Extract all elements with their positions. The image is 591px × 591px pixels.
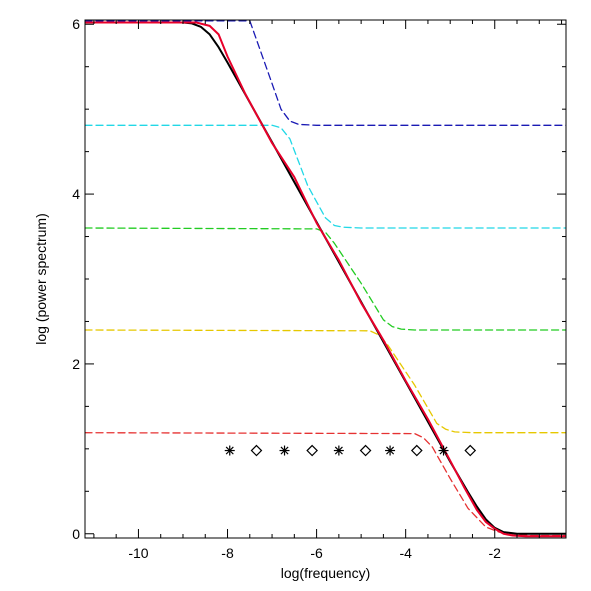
dashed-series-line-1 [85,124,566,229]
x-tick-label: -8 [221,545,234,561]
y-tick-label: 6 [72,16,80,32]
diamond-marker [306,444,318,457]
diamond-marker [250,444,263,457]
dashed-series-line-2 [85,227,566,331]
asterisk-marker [224,445,235,456]
diamond-marker [359,444,372,457]
dashed-series-line-4 [85,432,566,537]
dashed-series-line-3 [85,329,566,434]
ticks-layer: -10 -8 -6 -4 -2 0 2 4 6 [72,16,566,561]
asterisk-marker [385,445,396,456]
series-layer [85,20,566,538]
y-tick-label: 2 [72,356,80,372]
plot-frame [84,19,567,539]
asterisk-marker [279,445,290,456]
x-tick-label: -6 [310,545,323,561]
x-tick-label: -4 [399,545,412,561]
solid-series-line-5 [85,21,566,535]
asterisk-marker [438,445,449,456]
y-tick-label: 4 [72,186,80,202]
x-tick-label: -2 [489,545,502,561]
diamond-marker [410,444,423,457]
y-axis-title: log (power spectrum) [33,213,49,345]
solid-series-line-6 [85,21,566,538]
diamond-marker [464,444,477,457]
x-tick-label: -10 [128,545,148,561]
asterisk-marker [333,445,344,456]
y-tick-label: 0 [72,526,80,542]
dashed-series-line-0 [85,20,566,126]
x-axis-title: log(frequency) [281,565,371,581]
